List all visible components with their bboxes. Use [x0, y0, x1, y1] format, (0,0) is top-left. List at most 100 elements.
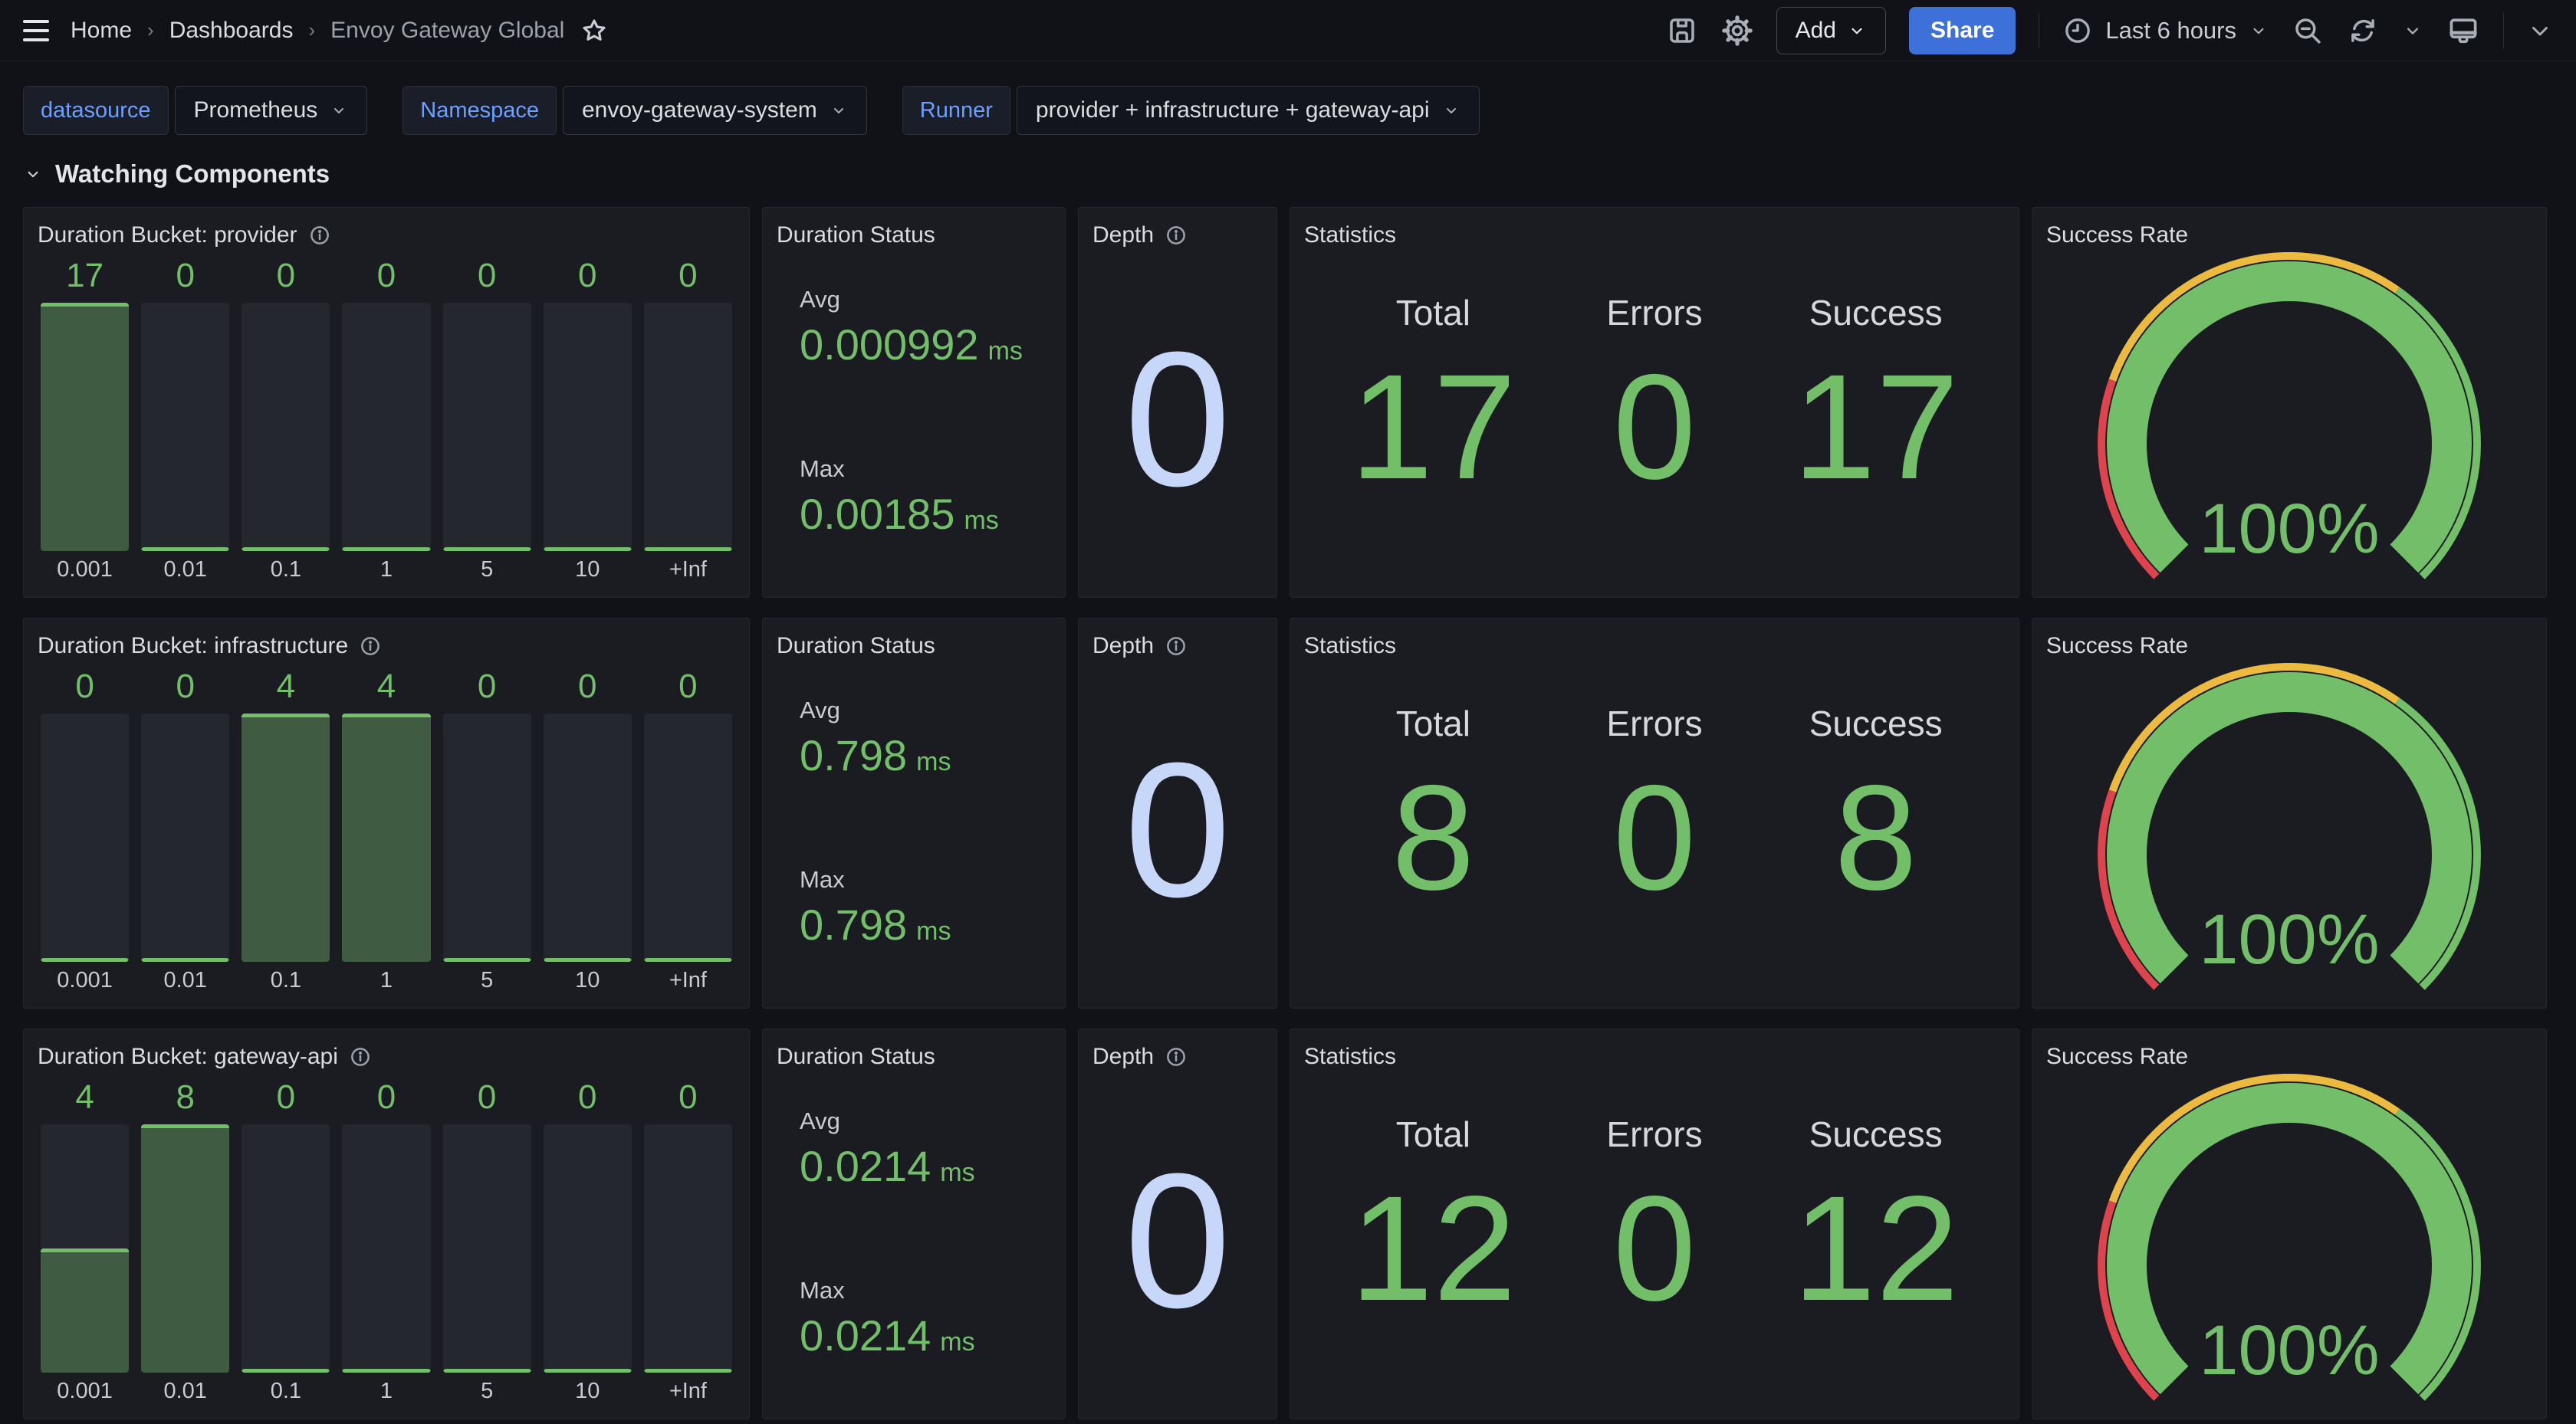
- max-label: Max: [800, 455, 845, 482]
- menu-icon[interactable]: [23, 19, 49, 41]
- panel-title[interactable]: Depth: [1092, 222, 1155, 248]
- panel-duration-bucket-infrastructure: Duration Bucket: infrastructure 0 0.001 …: [23, 618, 750, 1009]
- refresh-icon[interactable]: [2347, 15, 2379, 47]
- bar-value: 0: [578, 257, 597, 294]
- avg-value: 0.000992: [800, 320, 979, 369]
- bar-value: 0: [75, 668, 94, 705]
- bar-value: 0: [276, 257, 296, 294]
- stat-value: 0: [1612, 1165, 1697, 1332]
- stat-column: Success 8: [1765, 663, 1986, 997]
- bar-bucket-label: +Inf: [669, 557, 707, 582]
- avg-unit: ms: [940, 1158, 975, 1187]
- max-label: Max: [800, 1277, 845, 1304]
- bar-value: 0: [678, 1078, 698, 1116]
- bar-value: 0: [477, 668, 497, 705]
- panel-title[interactable]: Statistics: [1304, 222, 1397, 248]
- bar-track: [41, 714, 130, 962]
- bucket-bar: 0 0.1: [242, 1077, 330, 1405]
- panel-statistics: Statistics Total 8 Errors 0 Success 8: [1290, 618, 2019, 1009]
- info-icon[interactable]: [308, 224, 331, 247]
- bar-bucket-label: +Inf: [669, 1379, 707, 1403]
- panel-title[interactable]: Duration Bucket: infrastructure: [38, 633, 349, 658]
- panel-title[interactable]: Duration Bucket: provider: [38, 222, 297, 248]
- panel-title[interactable]: Duration Status: [777, 1044, 935, 1069]
- star-icon[interactable]: [580, 16, 609, 45]
- filter-runner-dropdown[interactable]: provider + infrastructure + gateway-api: [1016, 86, 1480, 135]
- panel-title[interactable]: Duration Bucket: gateway-api: [38, 1044, 338, 1069]
- chevron-down-icon[interactable]: [2249, 21, 2269, 41]
- bar-track: [442, 303, 531, 551]
- topbar-collapse-chevron-icon[interactable]: [2527, 18, 2553, 44]
- bar-fill: [442, 1369, 531, 1373]
- breadcrumb-dashboards[interactable]: Dashboards: [169, 17, 294, 43]
- info-icon[interactable]: [1165, 635, 1188, 658]
- bar-track: [442, 714, 531, 962]
- refresh-interval-chevron-icon[interactable]: [2402, 20, 2423, 41]
- save-dashboard-icon[interactable]: [1666, 15, 1698, 47]
- bucket-bar: 0 10: [543, 1077, 632, 1405]
- time-range-picker[interactable]: Last 6 hours: [2062, 15, 2269, 46]
- panel-title[interactable]: Success Rate: [2046, 222, 2189, 248]
- section-title: Watching Components: [55, 159, 330, 188]
- bar-fill: [442, 958, 531, 962]
- info-icon[interactable]: [359, 635, 382, 658]
- panel-title[interactable]: Depth: [1092, 633, 1155, 658]
- share-button[interactable]: Share: [1909, 6, 2016, 54]
- bucket-bar: 0 1: [342, 1077, 431, 1405]
- stat-column: Total 12: [1322, 1074, 1544, 1408]
- panel-title[interactable]: Success Rate: [2046, 633, 2189, 658]
- panel-statistics: Statistics Total 12 Errors 0 Success 12: [1290, 1029, 2019, 1419]
- bar-fill: [442, 547, 531, 551]
- bucket-bar: 0 5: [442, 666, 531, 994]
- panel-title[interactable]: Depth: [1092, 1044, 1155, 1069]
- bar-track: [543, 1124, 632, 1373]
- bar-value: 0: [276, 1078, 296, 1116]
- bar-fill: [141, 1124, 230, 1373]
- avg-value: 0.0214: [800, 1142, 932, 1190]
- bar-gauge: 0 0.001 0 0.01 4 0.1 4 1: [38, 666, 735, 997]
- panel-title[interactable]: Duration Status: [777, 633, 935, 658]
- bar-track: [342, 1124, 431, 1373]
- max-unit: ms: [916, 917, 951, 946]
- zoom-out-time-icon[interactable]: [2292, 15, 2324, 47]
- info-icon[interactable]: [349, 1045, 372, 1068]
- panel-duration-bucket-gateway-api: Duration Bucket: gateway-api 4 0.001 8 0…: [23, 1029, 750, 1419]
- bar-track: [141, 714, 230, 962]
- bar-value: 4: [376, 668, 396, 705]
- chevron-down-icon: [1852, 28, 1862, 34]
- bucket-bar: 0 0.001: [41, 666, 130, 994]
- stat-header: Errors: [1606, 1114, 1703, 1154]
- panel-title[interactable]: Success Rate: [2046, 1044, 2189, 1069]
- panel-grid: Duration Bucket: provider 17 0.001 0 0.0…: [23, 207, 2553, 1419]
- bar-track: [141, 303, 230, 551]
- row-collapse-watching-components[interactable]: Watching Components: [23, 158, 2553, 190]
- panel-title[interactable]: Duration Status: [777, 222, 935, 248]
- bucket-bar: 0 0.01: [141, 666, 230, 994]
- stat-column: Success 12: [1765, 1074, 1986, 1408]
- filter-namespace-dropdown[interactable]: envoy-gateway-system: [563, 86, 867, 135]
- bar-fill: [342, 714, 431, 962]
- bar-fill: [543, 1369, 632, 1373]
- success-rate-gauge: 100%: [2098, 252, 2481, 579]
- bar-value: 4: [75, 1078, 94, 1116]
- filter-namespace: Namespace envoy-gateway-system: [402, 86, 867, 135]
- filter-datasource-dropdown[interactable]: Prometheus: [174, 86, 368, 135]
- breadcrumb-home[interactable]: Home: [71, 17, 133, 43]
- bar-fill: [543, 547, 632, 551]
- stat-column: Total 17: [1322, 252, 1544, 586]
- settings-gear-icon[interactable]: [1721, 15, 1753, 47]
- stat-header: Errors: [1606, 704, 1703, 743]
- gauge-value: 100%: [2199, 490, 2379, 568]
- panel-title[interactable]: Statistics: [1304, 633, 1397, 658]
- chevron-down-icon: [833, 108, 843, 113]
- kiosk-monitor-icon[interactable]: [2446, 14, 2480, 48]
- stat-header: Errors: [1606, 293, 1703, 333]
- panel-title[interactable]: Statistics: [1304, 1044, 1397, 1069]
- add-button[interactable]: Add: [1776, 6, 1886, 54]
- bar-fill: [242, 1369, 330, 1373]
- bar-value: 8: [176, 1078, 195, 1116]
- stat-value: 8: [1392, 754, 1475, 921]
- bar-fill: [342, 547, 431, 551]
- info-icon[interactable]: [1165, 1045, 1188, 1068]
- info-icon[interactable]: [1165, 224, 1188, 247]
